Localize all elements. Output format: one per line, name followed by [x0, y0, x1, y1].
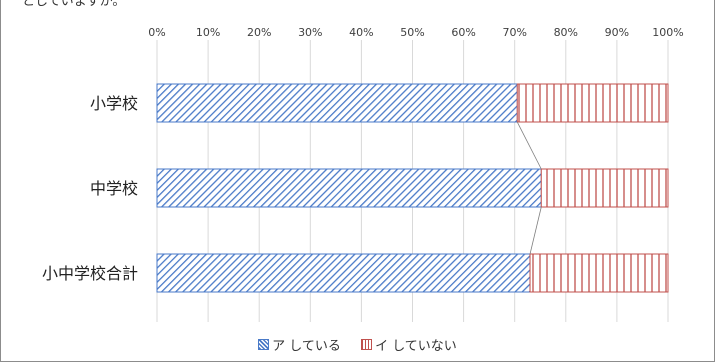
legend-item-shiteiru: ア している — [258, 335, 341, 354]
x-tick-label: 60% — [451, 26, 475, 39]
x-tick-label: 30% — [298, 26, 322, 39]
legend-label-shiteiru: ア している — [272, 339, 341, 354]
series-line — [516, 121, 542, 170]
x-tick-label: 80% — [554, 26, 578, 39]
x-tick-label: 20% — [247, 26, 271, 39]
x-tick-label: 40% — [349, 26, 373, 39]
chart-caption: としていますか。 — [22, 0, 126, 9]
bar-segment — [540, 168, 669, 208]
x-tick-label: 10% — [196, 26, 220, 39]
x-tick-label: 50% — [400, 26, 424, 39]
x-tick-label: 70% — [502, 26, 526, 39]
bar-segment — [156, 168, 542, 208]
legend-swatch-shiteinai — [361, 339, 373, 350]
category-label: 小学校 — [90, 94, 138, 113]
bar-segment — [529, 253, 669, 293]
series-line — [529, 206, 542, 255]
legend-item-shiteinai: イ していない — [361, 335, 457, 354]
bar-segment — [516, 83, 669, 123]
category-label: 中学校 — [90, 179, 138, 198]
bar-segment — [156, 83, 518, 123]
x-tick-label: 0% — [148, 26, 165, 39]
x-tick-label: 90% — [605, 26, 629, 39]
bar-segment — [156, 253, 531, 293]
category-label: 小中学校合計 — [42, 264, 138, 283]
chart-legend: ア している イ していない — [0, 335, 715, 354]
legend-label-shiteinai: イ していない — [375, 339, 457, 354]
x-tick-label: 100% — [652, 26, 683, 39]
legend-swatch-shiteiru — [258, 339, 270, 350]
